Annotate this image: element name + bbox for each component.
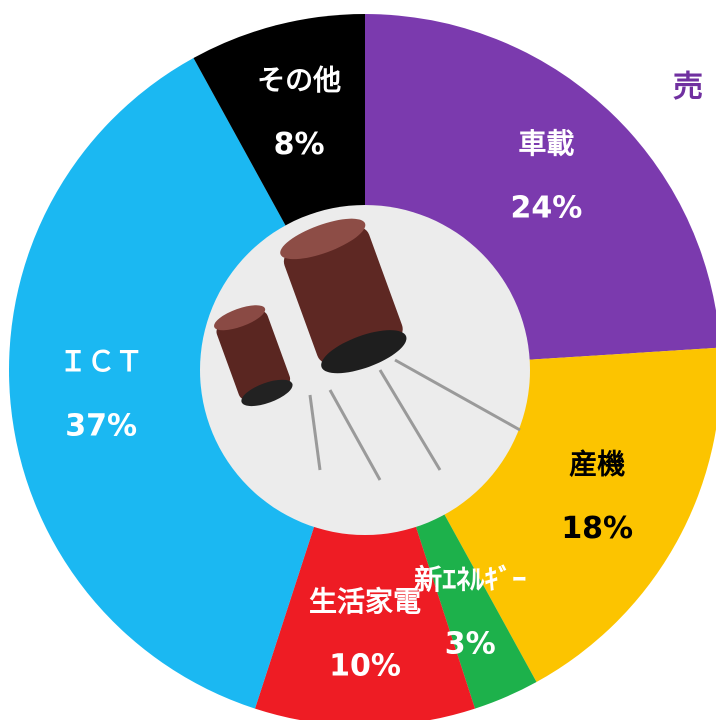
slice-value-label: 10% xyxy=(329,649,401,684)
slice-value-label: 8% xyxy=(274,127,325,162)
slice-label: その他 xyxy=(257,63,341,96)
slice-value-label: 24% xyxy=(510,190,582,225)
slice xyxy=(9,58,365,709)
chart-title: 売 xyxy=(673,70,703,105)
slice-label: 生活家電 xyxy=(309,585,421,618)
slice-value-label: 3% xyxy=(445,627,496,662)
slice-label: 新ｴﾈﾙｷﾞｰ xyxy=(414,563,526,596)
slice-value-label: 18% xyxy=(561,511,633,546)
capacitor-photo xyxy=(214,218,521,481)
center-photo-bg xyxy=(200,205,530,535)
labels: 車載 24% 産機 18% 新ｴﾈﾙｷﾞｰ 3% 生活家電 10% ＩＣＴ 37% その他 8% xyxy=(59,63,633,683)
slice-label: ＩＣＴ xyxy=(59,345,143,378)
slice xyxy=(254,370,476,720)
slice-label: 車載 xyxy=(518,127,574,160)
slice-label: 産機 xyxy=(569,448,625,481)
slice-value-label: 37% xyxy=(65,408,137,443)
